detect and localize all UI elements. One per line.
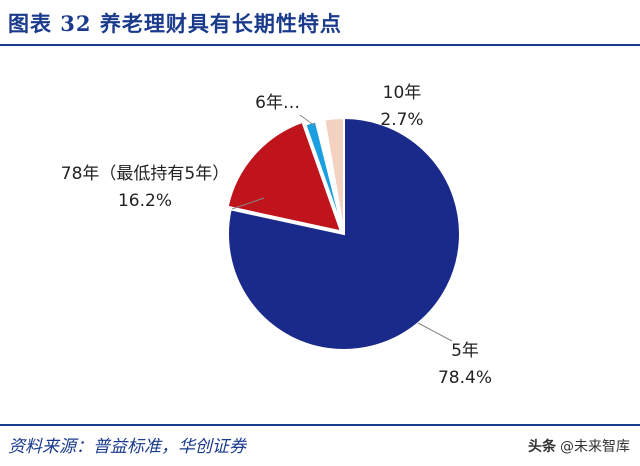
header-divider xyxy=(0,44,640,46)
slice-label-78y-value: 16.2% xyxy=(118,191,172,211)
pie-slice-0 xyxy=(227,116,461,351)
watermark: 头条 @未来智库 xyxy=(528,436,630,456)
slice-label-78y-name: 78年（最低持有5年） xyxy=(61,164,229,184)
figure-title: 图表 32 养老理财具有长期性特点 xyxy=(8,11,342,36)
source-note: 资料来源：普益标准，华创证券 xyxy=(8,437,246,457)
pie-slice-1 xyxy=(226,120,343,233)
pie-chart-svg: 5年 78.4% 78年（最低持有5年） 16.2% 6年… 10年 2.7% xyxy=(61,83,492,388)
figure-header: 图表 32 养老理财具有长期性特点 xyxy=(0,0,640,46)
pie-chart: 5年 78.4% 78年（最低持有5年） 16.2% 6年… 10年 2.7% xyxy=(0,46,640,422)
slice-label-10y-name: 10年 xyxy=(383,83,422,103)
footer-divider xyxy=(0,424,640,426)
slice-label-5y-leader xyxy=(417,322,453,342)
watermark-text: @未来智库 xyxy=(560,439,630,455)
slice-label-10y-value: 2.7% xyxy=(380,110,423,130)
slice-label-6y-name: 6年… xyxy=(255,93,300,113)
watermark-logo: 头条 xyxy=(528,439,556,455)
slice-label-5y-value: 78.4% xyxy=(438,368,492,388)
slice-label-78y-leader xyxy=(231,197,265,210)
slice-label-6y-leader xyxy=(299,114,316,127)
slice-label-5y-name: 5年 xyxy=(451,341,479,361)
pie-slice-4 xyxy=(323,116,345,235)
